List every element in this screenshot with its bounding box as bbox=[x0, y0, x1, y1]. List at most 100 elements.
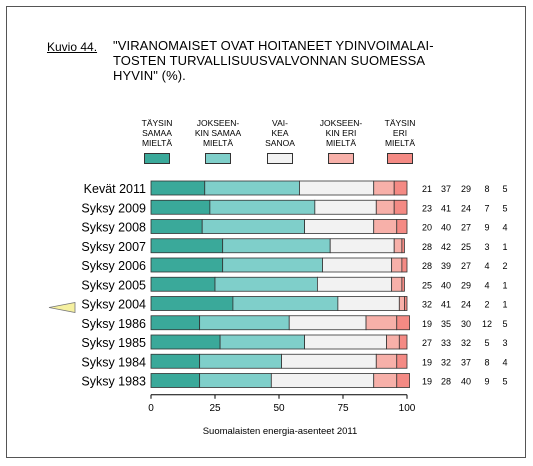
category-label: Syksy 1985 bbox=[81, 336, 146, 350]
data-label: 2 bbox=[484, 300, 489, 310]
data-label: 24 bbox=[461, 203, 471, 213]
data-label: 3 bbox=[484, 242, 489, 252]
data-label: 40 bbox=[441, 280, 451, 290]
data-label: 1 bbox=[502, 300, 507, 310]
data-label: 40 bbox=[441, 223, 451, 233]
bar-segment bbox=[299, 180, 375, 196]
data-label: 9 bbox=[484, 223, 489, 233]
legend-label: TÄYSIN ERI MIELTÄ bbox=[384, 118, 416, 148]
bar-segment bbox=[232, 296, 339, 311]
data-label: 19 bbox=[422, 319, 432, 329]
bar-segment bbox=[288, 315, 367, 331]
category-label: Syksy 2006 bbox=[81, 259, 146, 273]
data-label: 28 bbox=[441, 377, 451, 387]
legend-item-fully-agree: TÄYSIN SAMAA MIELTÄ bbox=[122, 108, 192, 164]
bar-segment bbox=[150, 334, 221, 350]
legend-swatch bbox=[267, 153, 293, 164]
legend-label: JOKSEEN- KIN SAMAA MIELTÄ bbox=[194, 118, 242, 148]
data-label: 29 bbox=[461, 184, 471, 194]
chart-title: "VIRANOMAISET OVAT HOITANEET YDINVOIMALA… bbox=[113, 38, 434, 83]
legend-swatch bbox=[144, 153, 170, 164]
bar-segment bbox=[398, 334, 408, 350]
bar-segment bbox=[150, 353, 201, 369]
bar-segment bbox=[150, 276, 216, 292]
data-label: 3 bbox=[502, 338, 507, 348]
bar-segment bbox=[396, 219, 408, 234]
bar-segment bbox=[314, 199, 377, 215]
bar-segment bbox=[150, 199, 211, 215]
data-label: 9 bbox=[484, 377, 489, 387]
data-label: 25 bbox=[422, 280, 432, 290]
bar-segment bbox=[396, 373, 410, 388]
bar-segment bbox=[222, 238, 331, 254]
bar-segment bbox=[396, 353, 408, 369]
data-label: 28 bbox=[422, 261, 432, 271]
data-label: 4 bbox=[484, 280, 489, 290]
legend-label: TÄYSIN SAMAA MIELTÄ bbox=[141, 118, 173, 148]
category-label: Syksy 2005 bbox=[81, 278, 146, 292]
data-label: 19 bbox=[422, 377, 432, 387]
legend-label: JOKSEEN- KIN ERI MIELTÄ bbox=[319, 118, 363, 148]
legend-swatch bbox=[328, 153, 354, 164]
bar-segment bbox=[281, 353, 377, 369]
category-label: Syksy 1986 bbox=[81, 317, 146, 331]
bar-segment bbox=[199, 373, 272, 388]
bar-segment bbox=[401, 276, 405, 292]
data-label: 28 bbox=[422, 242, 432, 252]
bar-segment bbox=[316, 276, 393, 292]
bar-segment bbox=[391, 257, 403, 273]
data-label: 2 bbox=[502, 261, 507, 271]
data-label: 1 bbox=[502, 242, 507, 252]
x-tick-label: 50 bbox=[273, 403, 285, 414]
data-label: 1 bbox=[502, 280, 507, 290]
chart-source: Suomalaisten energia-asenteet 2011 bbox=[202, 426, 358, 437]
data-label: 37 bbox=[461, 357, 471, 367]
category-label: Syksy 1984 bbox=[81, 355, 146, 369]
legend-item-fully-disagree: TÄYSIN ERI MIELTÄ bbox=[365, 108, 435, 164]
bar-segment bbox=[322, 257, 393, 273]
bar-segment bbox=[270, 373, 375, 388]
bar-segment bbox=[401, 257, 408, 273]
data-label: 27 bbox=[422, 338, 432, 348]
bar-segment bbox=[375, 353, 398, 369]
bar-segment bbox=[393, 180, 408, 196]
x-tick-label: 100 bbox=[399, 403, 416, 414]
data-label: 19 bbox=[422, 357, 432, 367]
legend-item-hard-to-say: VAI- KEA SANOA bbox=[245, 108, 315, 164]
category-label: Syksy 2009 bbox=[81, 201, 146, 215]
data-label: 40 bbox=[461, 377, 471, 387]
bar-segment bbox=[404, 296, 408, 311]
data-label: 32 bbox=[422, 300, 432, 310]
data-label: 39 bbox=[441, 261, 451, 271]
bar-segment bbox=[365, 315, 398, 331]
data-label: 25 bbox=[461, 242, 471, 252]
data-label: 32 bbox=[461, 338, 471, 348]
bar-segment bbox=[199, 353, 282, 369]
data-label: 33 bbox=[441, 338, 451, 348]
data-label: 4 bbox=[484, 261, 489, 271]
figure-label: Kuvio 44. bbox=[47, 40, 98, 54]
x-tick-label: 75 bbox=[337, 403, 349, 414]
bar-segment bbox=[150, 373, 201, 388]
bar-segment bbox=[304, 219, 375, 234]
data-label: 23 bbox=[422, 203, 432, 213]
bar-segment bbox=[214, 276, 318, 292]
legend-label: VAI- KEA SANOA bbox=[265, 118, 295, 148]
x-tick-label: 0 bbox=[148, 403, 154, 414]
bar-segment bbox=[373, 373, 398, 388]
x-tick-label: 25 bbox=[209, 403, 221, 414]
legend-swatch bbox=[205, 153, 231, 164]
category-label: Syksy 1983 bbox=[81, 375, 146, 389]
data-label: 35 bbox=[441, 319, 451, 329]
data-label: 20 bbox=[422, 223, 432, 233]
legend-item-somewhat-agree: JOKSEEN- KIN SAMAA MIELTÄ bbox=[183, 108, 253, 164]
data-label: 5 bbox=[502, 377, 507, 387]
data-label: 7 bbox=[484, 203, 489, 213]
category-label: Syksy 2007 bbox=[81, 240, 146, 254]
data-label: 30 bbox=[461, 319, 471, 329]
data-label: 5 bbox=[502, 319, 507, 329]
bar-segment bbox=[393, 238, 403, 254]
bar-segment bbox=[373, 219, 398, 234]
bar-segment bbox=[150, 296, 234, 311]
